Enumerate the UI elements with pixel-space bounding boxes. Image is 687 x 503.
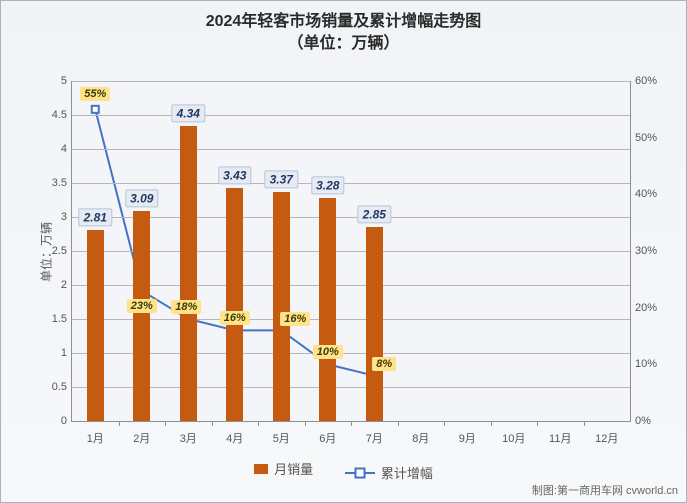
bar-datalabel: 3.37	[265, 170, 298, 188]
gridline	[72, 285, 630, 286]
x-tick-mark	[351, 421, 352, 426]
line-datalabel: 23%	[127, 299, 157, 313]
x-tick-mark	[165, 421, 166, 426]
legend-line-label: 累计增幅	[381, 463, 433, 482]
gridline	[72, 319, 630, 320]
y-left-tick-label: 1.5	[32, 313, 67, 325]
title-line1: 2024年轻客市场销量及累计增幅走势图	[1, 11, 686, 33]
y-left-tick-label: 4	[32, 143, 67, 155]
credit-text: 制图:第一商用车网 cvworld.cn	[532, 482, 678, 498]
x-tick-label: 11月	[549, 430, 571, 446]
bar	[273, 192, 290, 421]
x-tick-label: 12月	[595, 430, 618, 446]
chart-title: 2024年轻客市场销量及累计增幅走势图 （单位：万辆）	[1, 1, 686, 56]
legend-bar: 月销量	[254, 459, 313, 478]
gridline	[72, 217, 630, 218]
line-datalabel: 55%	[80, 87, 110, 101]
bar	[133, 211, 150, 421]
chart-container: 2024年轻客市场销量及累计增幅走势图 （单位：万辆） 单位：万辆 00.511…	[0, 0, 687, 503]
line-datalabel: 8%	[372, 357, 396, 371]
gridline	[72, 387, 630, 388]
x-tick-mark	[491, 421, 492, 426]
bar-datalabel: 3.28	[311, 176, 344, 194]
x-tick-mark	[212, 421, 213, 426]
bar-datalabel: 3.43	[218, 166, 251, 184]
legend-bar-swatch	[254, 464, 268, 474]
legend-line-swatch	[345, 472, 375, 474]
plot-area: 00.511.522.533.544.550%10%20%30%40%50%60…	[71, 81, 631, 422]
bar-datalabel: 3.09	[125, 189, 158, 207]
gridline	[72, 81, 630, 82]
y-right-tick-label: 30%	[635, 245, 675, 257]
x-tick-mark	[584, 421, 585, 426]
y-right-tick-label: 40%	[635, 188, 675, 200]
y-left-tick-label: 0.5	[32, 381, 67, 393]
bar	[366, 227, 383, 421]
bar	[319, 198, 336, 421]
x-tick-mark	[398, 421, 399, 426]
y-left-tick-label: 2.5	[32, 245, 67, 257]
y-left-tick-label: 3.5	[32, 177, 67, 189]
x-tick-label: 3月	[180, 430, 197, 446]
x-tick-label: 8月	[412, 430, 429, 446]
y-right-tick-label: 10%	[635, 358, 675, 370]
x-tick-label: 7月	[366, 430, 383, 446]
x-tick-mark	[305, 421, 306, 426]
y-left-tick-label: 2	[32, 279, 67, 291]
gridline	[72, 183, 630, 184]
gridline	[72, 251, 630, 252]
legend-bar-label: 月销量	[274, 459, 313, 478]
y-left-tick-label: 3	[32, 211, 67, 223]
line-datalabel: 10%	[313, 345, 343, 359]
x-tick-mark	[444, 421, 445, 426]
line-datalabel: 18%	[171, 300, 201, 314]
x-tick-mark	[119, 421, 120, 426]
bar	[180, 126, 197, 421]
x-tick-label: 2月	[133, 430, 150, 446]
title-line2: （单位：万辆）	[1, 33, 686, 55]
gridline	[72, 149, 630, 150]
gridline	[72, 115, 630, 116]
y-left-tick-label: 5	[32, 75, 67, 87]
y-right-tick-label: 20%	[635, 302, 675, 314]
x-tick-label: 6月	[319, 430, 336, 446]
bar-datalabel: 2.81	[79, 208, 112, 226]
line-datalabel: 16%	[220, 311, 250, 325]
x-tick-mark	[537, 421, 538, 426]
y-left-tick-label: 1	[32, 347, 67, 359]
legend: 月销量 累计增幅	[1, 459, 686, 482]
bar-datalabel: 4.34	[172, 104, 205, 122]
x-tick-label: 1月	[87, 430, 104, 446]
bar-datalabel: 2.85	[358, 206, 391, 224]
x-tick-label: 9月	[459, 430, 476, 446]
legend-line: 累计增幅	[345, 463, 433, 482]
gridline	[72, 353, 630, 354]
line-marker	[92, 106, 99, 113]
bar	[226, 188, 243, 421]
y-right-tick-label: 50%	[635, 132, 675, 144]
y-left-tick-label: 4.5	[32, 109, 67, 121]
x-tick-mark	[258, 421, 259, 426]
x-tick-label: 5月	[273, 430, 290, 446]
x-tick-label: 4月	[226, 430, 243, 446]
y-left-tick-label: 0	[32, 415, 67, 427]
bar	[87, 230, 104, 421]
y-right-tick-label: 60%	[635, 75, 675, 87]
x-tick-label: 10月	[502, 430, 525, 446]
line-datalabel: 16%	[280, 312, 310, 326]
y-right-tick-label: 0%	[635, 415, 675, 427]
